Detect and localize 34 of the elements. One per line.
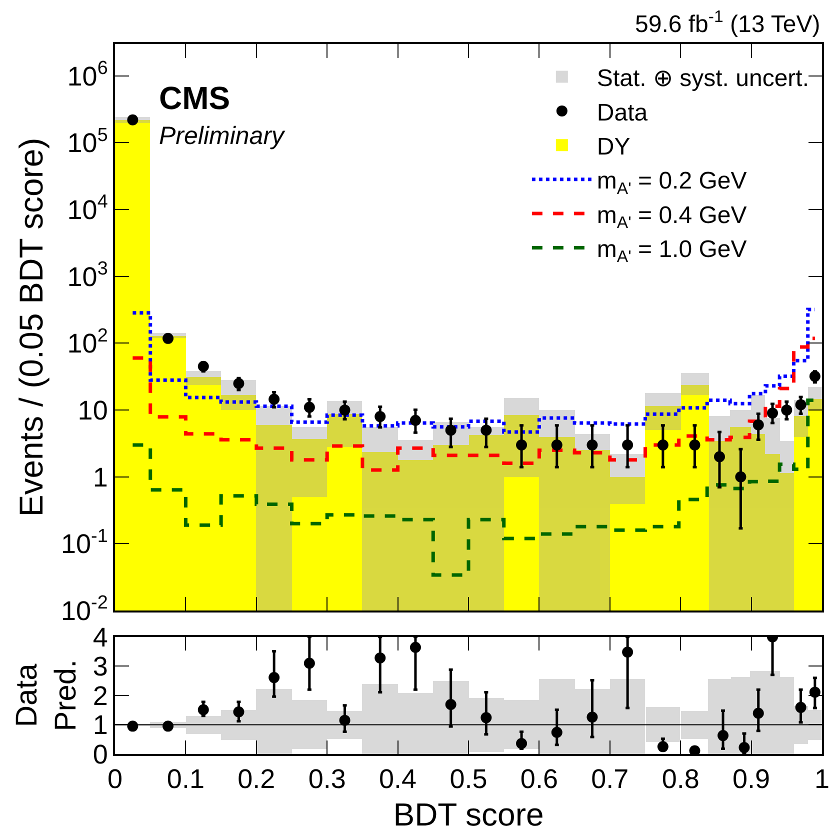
- x-tick-label: 0.8: [662, 764, 700, 794]
- x-tick-label: 0.4: [379, 764, 417, 794]
- y-tick-label: 1: [92, 462, 108, 492]
- y-tick-label: 10$^{6}$: [67, 58, 108, 92]
- y-tick-label: 1: [92, 710, 108, 740]
- chart-title: 59.6 fb$^{-1}$ (13 TeV): [635, 7, 820, 38]
- x-tick-label: 0.1: [166, 764, 204, 794]
- legend-label: m$_{A'}$ = 0.4 GeV: [596, 202, 747, 232]
- y-tick-label: 2: [92, 680, 108, 711]
- y-tick-label: 10$^{-1}$: [61, 526, 108, 560]
- y-tick-label: 0: [92, 739, 108, 770]
- x-tick-label: 0.2: [238, 764, 276, 794]
- y-tick-label: 10: [78, 396, 108, 426]
- legend-label: Stat. ⊕ syst. uncert.: [596, 65, 810, 92]
- y-tick-label: 10$^{2}$: [67, 325, 108, 359]
- x-tick-label: 1: [814, 764, 830, 794]
- y-tick-label: 3: [92, 652, 108, 682]
- legend-label: m$_{A'}$ = 1.0 GeV: [596, 236, 747, 266]
- x-tick-label: 0.9: [732, 764, 770, 794]
- y-axis-title: Events / (0.05 BDT score): [12, 138, 50, 517]
- y-tick-label: 10$^{3}$: [67, 258, 108, 292]
- y-axis-title: Data Pred.: [10, 660, 82, 732]
- legend-label: m$_{A'}$ = 0.2 GeV: [596, 168, 747, 198]
- x-tick-label: 0.6: [520, 764, 558, 794]
- legend-label: Data: [596, 99, 648, 126]
- x-tick-label: 0.7: [591, 764, 629, 794]
- x-tick-label: 0.3: [308, 764, 346, 794]
- x-axis-title: BDT score: [393, 796, 544, 833]
- y-tick-label: 10$^{4}$: [67, 192, 108, 226]
- x-tick-label: 0.5: [450, 764, 488, 794]
- annotation: Preliminary: [159, 122, 286, 150]
- y-tick-label: 10$^{5}$: [67, 124, 108, 158]
- legend-label: DY: [596, 134, 630, 161]
- annotation: CMS: [159, 80, 230, 116]
